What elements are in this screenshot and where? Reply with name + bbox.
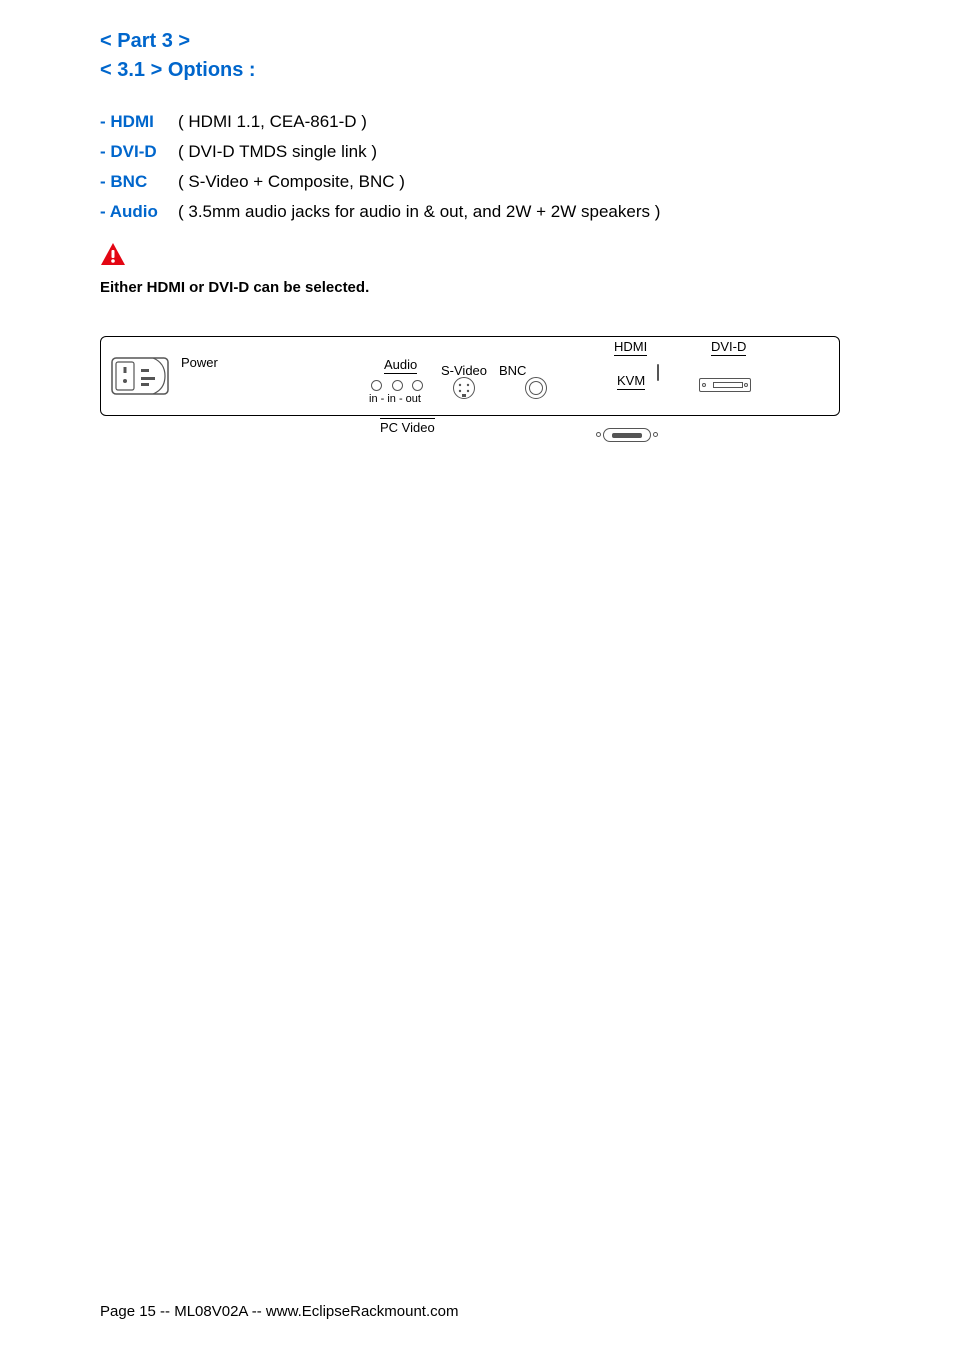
audio-jack-icon [371,380,382,391]
audio-jack-icon [412,380,423,391]
audio-jack-icon [392,380,403,391]
power-connector-icon [111,357,169,395]
option-desc: ( HDMI 1.1, CEA-861-D ) [178,112,367,132]
part-heading: < Part 3 > [100,30,854,53]
option-label: - Audio [100,202,178,222]
option-label: - DVI-D [100,142,178,162]
svideo-label: S-Video [441,363,487,378]
page-footer: Page 15 -- ML08V02A -- www.EclipseRackmo… [100,1303,458,1320]
dvid-label: DVI-D [711,339,746,356]
bnc-label: BNC [499,363,526,378]
section-heading: < 3.1 > Options : [100,59,854,82]
diagram-below-labels: PC Video [100,416,840,436]
bnc-connector-icon [525,377,547,399]
hdmi-label: HDMI [614,339,647,356]
kvm-label: KVM [617,373,645,390]
option-row: - Audio ( 3.5mm audio jacks for audio in… [100,202,854,222]
audio-jacks-group [371,379,423,394]
warning-icon [100,242,854,271]
audio-inout-label: in - in - out [369,393,421,405]
warning-text: Either HDMI or DVI-D can be selected. [100,279,854,296]
option-row: - DVI-D ( DVI-D TMDS single link ) [100,142,854,162]
power-label: Power [181,355,218,370]
option-label: - BNC [100,172,178,192]
svideo-connector-icon [453,377,475,399]
audio-label: Audio [384,357,417,374]
connector-diagram: Power Audio in - in - out S-Video BNC HD… [100,336,840,416]
option-desc: ( DVI-D TMDS single link ) [178,142,377,162]
dvid-connector-icon [699,378,751,392]
option-desc: ( 3.5mm audio jacks for audio in & out, … [178,202,660,222]
option-desc: ( S-Video + Composite, BNC ) [178,172,405,192]
option-row: - BNC ( S-Video + Composite, BNC ) [100,172,854,192]
pcvideo-label: PC Video [380,418,435,435]
hdmi-connector-icon [657,364,659,381]
option-row: - HDMI ( HDMI 1.1, CEA-861-D ) [100,112,854,132]
option-label: - HDMI [100,112,178,132]
